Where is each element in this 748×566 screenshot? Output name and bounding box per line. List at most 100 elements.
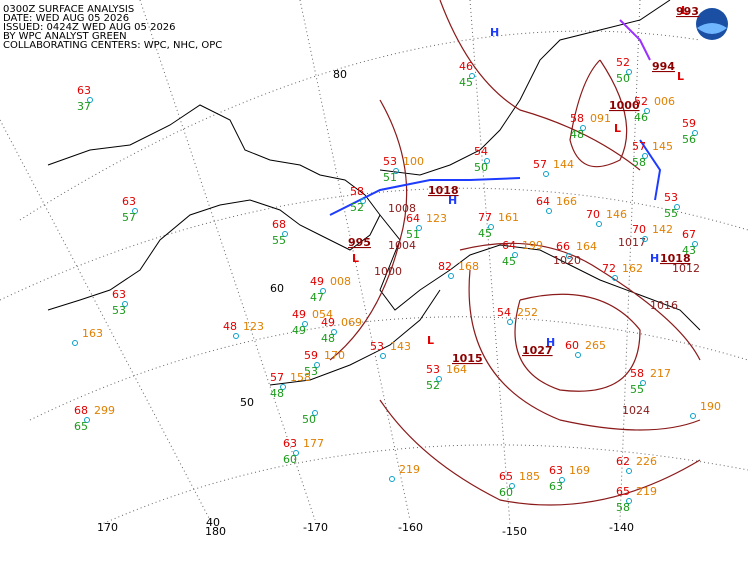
dewpoint: 65	[74, 420, 88, 433]
station-marker	[488, 224, 494, 230]
dewpoint: 45	[459, 76, 473, 89]
latitude-label: 50	[240, 396, 254, 409]
temperature: 52	[616, 56, 630, 69]
station-pressure: 170	[324, 349, 345, 362]
isobar	[329, 99, 408, 361]
dewpoint: 56	[682, 133, 696, 146]
siberia-coast	[47, 104, 381, 311]
station-marker	[674, 204, 680, 210]
dewpoint: 58	[616, 501, 630, 514]
temperature: 53	[426, 363, 440, 376]
isobar-label: 1017	[618, 236, 646, 249]
station-pressure: 299	[94, 404, 115, 417]
temperature: 77	[478, 211, 492, 224]
dewpoint: 50	[616, 72, 630, 85]
coastlines	[47, 0, 701, 386]
temperature: 57	[533, 158, 547, 171]
dewpoint: 48	[570, 128, 584, 141]
longitude-label: 170	[97, 521, 118, 534]
pressure-center: H	[490, 26, 499, 39]
station-marker	[642, 236, 648, 242]
logo-wave	[697, 23, 727, 34]
latitude-label: 80	[333, 68, 347, 81]
header-line: BY WPC ANALYST GREEN	[3, 31, 127, 42]
station-marker	[640, 380, 646, 386]
dewpoint: 53	[304, 365, 318, 378]
temperature: 60	[565, 339, 579, 352]
center-pressure: 1018	[428, 184, 459, 197]
pressure-center: H	[650, 252, 659, 265]
station-marker	[331, 329, 337, 335]
front	[639, 139, 662, 201]
dewpoint: 45	[502, 255, 516, 268]
station-marker	[293, 450, 299, 456]
station-marker	[320, 288, 326, 294]
station-marker	[312, 410, 318, 416]
station-marker	[302, 321, 308, 327]
station-marker	[692, 130, 698, 136]
center-pressure: 1018	[660, 252, 691, 265]
center-pressure: 993	[676, 5, 699, 18]
station-pressure: 199	[522, 239, 543, 252]
station-marker	[416, 225, 422, 231]
station-marker	[596, 221, 602, 227]
longitude-label: -160	[398, 521, 423, 534]
station-marker	[448, 273, 454, 279]
isobar-label: 1000	[374, 265, 402, 278]
station-marker	[690, 413, 696, 419]
temperature: 58	[570, 112, 584, 125]
station-pressure: 143	[390, 340, 411, 353]
station-marker	[132, 208, 138, 214]
station-marker	[626, 69, 632, 75]
dewpoint: 51	[406, 228, 420, 241]
latitude-label: 60	[270, 282, 284, 295]
graticule	[0, 0, 748, 526]
dewpoint: 50	[474, 161, 488, 174]
temperature: 64	[502, 239, 516, 252]
pressure-center: H	[546, 336, 555, 349]
station-pressure: 145	[652, 140, 673, 153]
center-pressure: 995	[348, 236, 371, 249]
isobar	[569, 59, 628, 168]
dewpoint: 51	[383, 171, 397, 184]
center-pressure: 1027	[522, 344, 553, 357]
station-pressure: 006	[654, 95, 675, 108]
longitude-label: -150	[502, 525, 527, 538]
center-pressure: 994	[652, 60, 675, 73]
header-line: ISSUED: 0424Z WED AUG 05 2026	[3, 22, 176, 33]
station-pressure: 054	[312, 308, 333, 321]
dewpoint: 46	[634, 111, 648, 124]
longitude-label: -170	[303, 521, 328, 534]
temperature: 66	[556, 240, 570, 253]
dewpoint: 49	[292, 324, 306, 337]
temperature: 70	[586, 208, 600, 221]
station-pressure: 100	[403, 155, 424, 168]
station-pressure: 162	[622, 262, 643, 275]
temperature: 53	[383, 155, 397, 168]
dewpoint: 48	[321, 332, 335, 345]
latitude-label: 40	[206, 516, 220, 529]
isobar-label: 1012	[672, 262, 700, 275]
station-marker	[280, 384, 286, 390]
temperature: 63	[283, 437, 297, 450]
station-pressure: 217	[650, 367, 671, 380]
station-marker	[72, 340, 78, 346]
pressure-center: L	[614, 122, 621, 135]
aleutians	[269, 289, 441, 386]
dewpoint: 45	[478, 227, 492, 240]
dewpoint: 55	[630, 383, 644, 396]
longitude-label: -140	[609, 521, 634, 534]
station-pressure: 166	[556, 195, 577, 208]
temperature: 58	[630, 367, 644, 380]
station-marker	[484, 158, 490, 164]
station-marker	[380, 353, 386, 359]
dewpoint: 50	[302, 413, 316, 426]
alaska-south-coast	[379, 214, 701, 331]
station-marker	[626, 498, 632, 504]
station-pressure: 185	[519, 470, 540, 483]
temperature: 49	[310, 275, 324, 288]
parallel	[0, 187, 748, 301]
